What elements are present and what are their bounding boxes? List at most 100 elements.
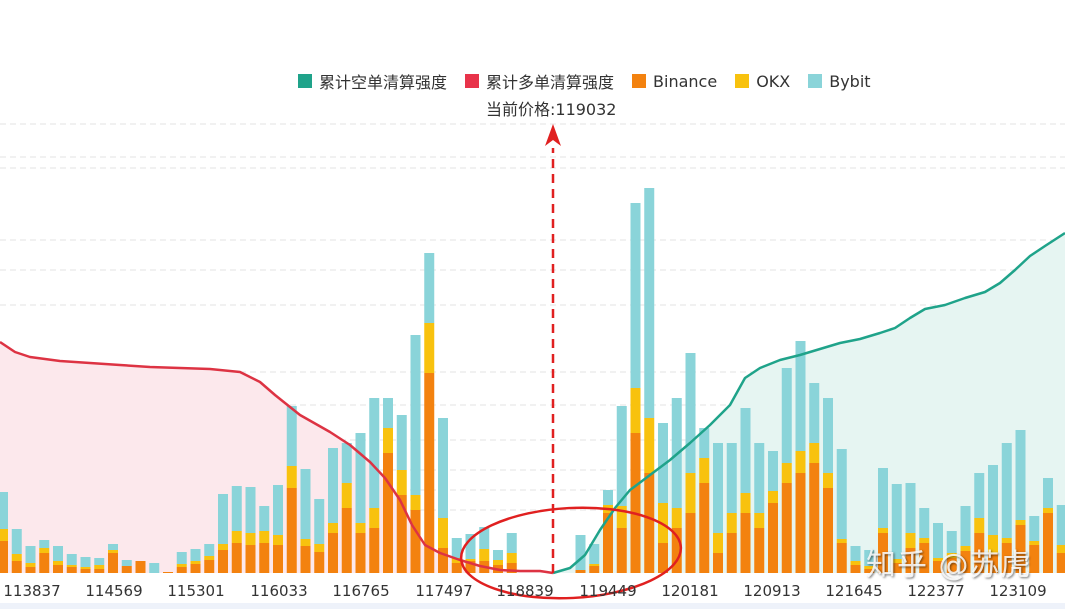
bar-segment-binance[interactable] — [630, 433, 641, 573]
bar-segment-binance[interactable] — [699, 483, 710, 573]
bar-segment-okx[interactable] — [809, 443, 820, 463]
bar-segment-okx[interactable] — [451, 558, 462, 563]
bar-segment-okx[interactable] — [424, 323, 435, 373]
bar-segment-bybit[interactable] — [190, 549, 201, 561]
bar-segment-bybit[interactable] — [424, 253, 435, 323]
bar-segment-okx[interactable] — [988, 535, 998, 553]
bar-segment-bybit[interactable] — [11, 529, 22, 554]
bar-segment-bybit[interactable] — [988, 465, 998, 535]
bar-segment-bybit[interactable] — [919, 508, 930, 538]
bar-segment-okx[interactable] — [11, 554, 22, 561]
legend-item-long-intensity[interactable]: 累计多单清算强度 — [465, 69, 614, 93]
bar-segment-binance[interactable] — [506, 563, 517, 573]
bar-segment-bybit[interactable] — [383, 398, 393, 428]
bar-segment-okx[interactable] — [53, 561, 63, 565]
bar-segment-okx[interactable] — [300, 539, 311, 546]
bar-segment-binance[interactable] — [713, 553, 723, 573]
bar-segment-okx[interactable] — [176, 564, 187, 567]
bar-segment-okx[interactable] — [0, 529, 8, 541]
bar-segment-binance[interactable] — [465, 561, 476, 573]
bar-segment-okx[interactable] — [25, 563, 36, 567]
bar-segment-binance[interactable] — [66, 567, 77, 573]
bar-segment-bybit[interactable] — [396, 415, 407, 470]
bar-segment-bybit[interactable] — [864, 550, 875, 566]
bar-segment-binance[interactable] — [314, 552, 325, 573]
bar-segment-bybit[interactable] — [506, 533, 517, 553]
bar-segment-okx[interactable] — [259, 531, 270, 543]
bar-segment-binance[interactable] — [658, 543, 668, 573]
bar-segment-bybit[interactable] — [204, 544, 215, 556]
bar-segment-binance[interactable] — [946, 558, 957, 573]
bar-segment-binance[interactable] — [1015, 525, 1026, 573]
bar-segment-binance[interactable] — [905, 548, 916, 573]
bar-segment-binance[interactable] — [685, 513, 696, 573]
bar-segment-binance[interactable] — [451, 563, 462, 573]
bar-segment-okx[interactable] — [341, 483, 352, 508]
bar-segment-binance[interactable] — [328, 533, 338, 573]
bar-segment-binance[interactable] — [1029, 545, 1040, 573]
bar-segment-bybit[interactable] — [974, 473, 985, 518]
bar-segment-okx[interactable] — [644, 418, 655, 473]
bar-segment-binance[interactable] — [850, 565, 861, 573]
bar-segment-binance[interactable] — [781, 483, 792, 573]
bar-segment-okx[interactable] — [94, 565, 105, 569]
bar-segment-okx[interactable] — [355, 523, 366, 533]
bar-segment-binance[interactable] — [878, 533, 888, 573]
bar-segment-binance[interactable] — [286, 488, 297, 573]
bar-segment-okx[interactable] — [396, 470, 407, 495]
legend-item-okx[interactable]: OKX — [735, 72, 790, 91]
bar-segment-okx[interactable] — [328, 523, 338, 533]
bar-segment-binance[interactable] — [176, 567, 187, 573]
bar-segment-binance[interactable] — [410, 510, 421, 573]
bar-segment-bybit[interactable] — [108, 544, 118, 550]
bar-segment-okx[interactable] — [823, 473, 833, 488]
bar-segment-binance[interactable] — [1056, 553, 1065, 573]
bar-segment-bybit[interactable] — [699, 428, 710, 458]
bar-segment-bybit[interactable] — [836, 449, 847, 539]
bar-segment-bybit[interactable] — [713, 443, 723, 533]
bar-segment-okx[interactable] — [768, 491, 778, 503]
bar-segment-bybit[interactable] — [410, 335, 421, 495]
bar-segment-okx[interactable] — [685, 473, 696, 513]
bar-segment-bybit[interactable] — [960, 506, 971, 546]
bar-segment-binance[interactable] — [836, 543, 847, 573]
bar-segment-bybit[interactable] — [823, 398, 833, 473]
bar-segment-okx[interactable] — [960, 546, 971, 551]
bar-segment-bybit[interactable] — [245, 487, 256, 533]
bar-segment-okx[interactable] — [630, 388, 641, 433]
bar-segment-okx[interactable] — [80, 567, 91, 569]
bar-segment-okx[interactable] — [493, 560, 503, 565]
bar-segment-bybit[interactable] — [891, 484, 902, 559]
bar-segment-okx[interactable] — [190, 561, 201, 564]
bar-segment-binance[interactable] — [603, 513, 613, 573]
bar-segment-binance[interactable] — [369, 528, 380, 573]
bar-segment-okx[interactable] — [245, 533, 256, 545]
bar-segment-binance[interactable] — [121, 566, 132, 573]
bar-segment-okx[interactable] — [39, 548, 50, 553]
bar-segment-okx[interactable] — [589, 564, 600, 566]
bar-segment-binance[interactable] — [754, 528, 765, 573]
legend-item-binance[interactable]: Binance — [632, 72, 717, 91]
bar-segment-bybit[interactable] — [259, 506, 270, 531]
bar-segment-okx[interactable] — [616, 506, 627, 528]
bar-segment-bybit[interactable] — [341, 443, 352, 483]
bar-segment-okx[interactable] — [933, 558, 943, 561]
bar-segment-binance[interactable] — [135, 561, 146, 573]
bar-segment-okx[interactable] — [438, 518, 448, 548]
bar-segment-binance[interactable] — [919, 543, 930, 573]
bar-segment-binance[interactable] — [108, 553, 118, 573]
bar-segment-binance[interactable] — [809, 463, 820, 573]
bar-segment-okx[interactable] — [974, 518, 985, 533]
bar-segment-bybit[interactable] — [0, 492, 8, 529]
bar-segment-bybit[interactable] — [726, 443, 737, 513]
bar-segment-binance[interactable] — [933, 561, 943, 573]
bar-segment-bybit[interactable] — [644, 188, 655, 418]
bar-segment-okx[interactable] — [410, 495, 421, 510]
bar-segment-binance[interactable] — [823, 488, 833, 573]
bar-segment-binance[interactable] — [589, 566, 600, 573]
bar-segment-bybit[interactable] — [176, 552, 187, 564]
bar-segment-binance[interactable] — [768, 503, 778, 573]
bar-segment-okx[interactable] — [891, 559, 902, 563]
bar-segment-binance[interactable] — [726, 533, 737, 573]
bar-segment-okx[interactable] — [946, 553, 957, 558]
